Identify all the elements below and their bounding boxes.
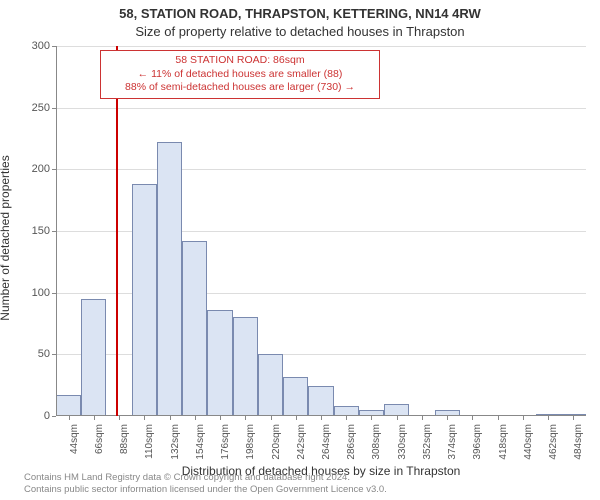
- x-tick: [69, 416, 70, 420]
- x-tick-label: 396sqm: [472, 424, 483, 460]
- x-tick: [498, 416, 499, 420]
- x-tick-label: 44sqm: [69, 424, 80, 454]
- x-tick: [271, 416, 272, 420]
- y-tick: [52, 169, 56, 170]
- x-tick: [195, 416, 196, 420]
- bars-container: [56, 46, 586, 416]
- x-tick-label: 242sqm: [296, 424, 307, 460]
- y-tick: [52, 293, 56, 294]
- histogram-bar: [81, 299, 106, 416]
- y-tick-label: 150: [32, 225, 50, 237]
- x-tick-label: 154sqm: [195, 424, 206, 460]
- y-axis-title: Number of detached properties: [0, 155, 12, 320]
- page-title: 58, STATION ROAD, THRAPSTON, KETTERING, …: [0, 6, 600, 21]
- footer-line: Contains HM Land Registry data © Crown c…: [24, 472, 590, 484]
- x-tick: [422, 416, 423, 420]
- histogram-bar: [233, 317, 258, 416]
- x-tick-label: 176sqm: [220, 424, 231, 460]
- y-tick: [52, 46, 56, 47]
- histogram-bar: [283, 377, 308, 416]
- x-tick: [119, 416, 120, 420]
- x-tick-label: 132sqm: [170, 424, 181, 460]
- x-tick: [170, 416, 171, 420]
- x-tick-label: 484sqm: [573, 424, 584, 460]
- x-tick-label: 110sqm: [144, 424, 155, 459]
- histogram-bar: [308, 386, 333, 416]
- x-tick-label: 418sqm: [498, 424, 509, 460]
- x-tick-label: 352sqm: [422, 424, 433, 460]
- x-tick: [321, 416, 322, 420]
- histogram-bar: [56, 395, 81, 416]
- x-tick-label: 308sqm: [371, 424, 382, 460]
- y-tick-label: 250: [32, 102, 50, 114]
- histogram-bar: [157, 142, 182, 416]
- x-tick: [220, 416, 221, 420]
- x-tick: [94, 416, 95, 420]
- x-tick-label: 198sqm: [245, 424, 256, 460]
- x-tick: [447, 416, 448, 420]
- x-tick: [523, 416, 524, 420]
- y-tick: [52, 416, 56, 417]
- x-tick: [371, 416, 372, 420]
- chart-page: 58, STATION ROAD, THRAPSTON, KETTERING, …: [0, 0, 600, 500]
- footer-line: Contains public sector information licen…: [24, 484, 590, 496]
- y-tick-label: 100: [32, 287, 50, 299]
- x-tick: [346, 416, 347, 420]
- y-tick-label: 50: [38, 348, 50, 360]
- x-tick: [548, 416, 549, 420]
- y-axis-line: [56, 46, 57, 416]
- x-tick: [472, 416, 473, 420]
- x-tick: [573, 416, 574, 420]
- y-tick-label: 300: [32, 40, 50, 52]
- histogram-bar: [132, 184, 157, 416]
- x-tick: [144, 416, 145, 420]
- chart-plot-area: 05010015020025030044sqm66sqm88sqm110sqm1…: [56, 46, 586, 416]
- annotation-line: 58 STATION ROAD: 86sqm: [107, 54, 373, 68]
- y-tick-label: 200: [32, 163, 50, 175]
- x-tick-label: 462sqm: [548, 424, 559, 460]
- x-tick-label: 330sqm: [397, 424, 408, 460]
- x-tick: [397, 416, 398, 420]
- x-tick-label: 440sqm: [523, 424, 534, 460]
- annotation-box: 58 STATION ROAD: 86sqm← 11% of detached …: [100, 50, 380, 99]
- histogram-bar: [182, 241, 207, 416]
- x-tick-label: 286sqm: [346, 424, 357, 460]
- histogram-bar: [207, 310, 232, 416]
- histogram-bar: [258, 354, 283, 416]
- x-tick-label: 264sqm: [321, 424, 332, 460]
- y-tick: [52, 354, 56, 355]
- x-tick-label: 374sqm: [447, 424, 458, 460]
- x-tick-label: 66sqm: [94, 424, 105, 454]
- y-tick: [52, 108, 56, 109]
- reference-line: [116, 46, 118, 416]
- x-tick: [296, 416, 297, 420]
- x-tick-label: 88sqm: [119, 424, 130, 454]
- annotation-line: ← 11% of detached houses are smaller (88…: [107, 68, 373, 82]
- x-tick: [245, 416, 246, 420]
- attribution-footer: Contains HM Land Registry data © Crown c…: [24, 472, 590, 496]
- chart-subtitle: Size of property relative to detached ho…: [0, 24, 600, 39]
- y-tick-label: 0: [44, 410, 50, 422]
- annotation-line: 88% of semi-detached houses are larger (…: [107, 81, 373, 95]
- y-tick: [52, 231, 56, 232]
- x-tick-label: 220sqm: [271, 424, 282, 460]
